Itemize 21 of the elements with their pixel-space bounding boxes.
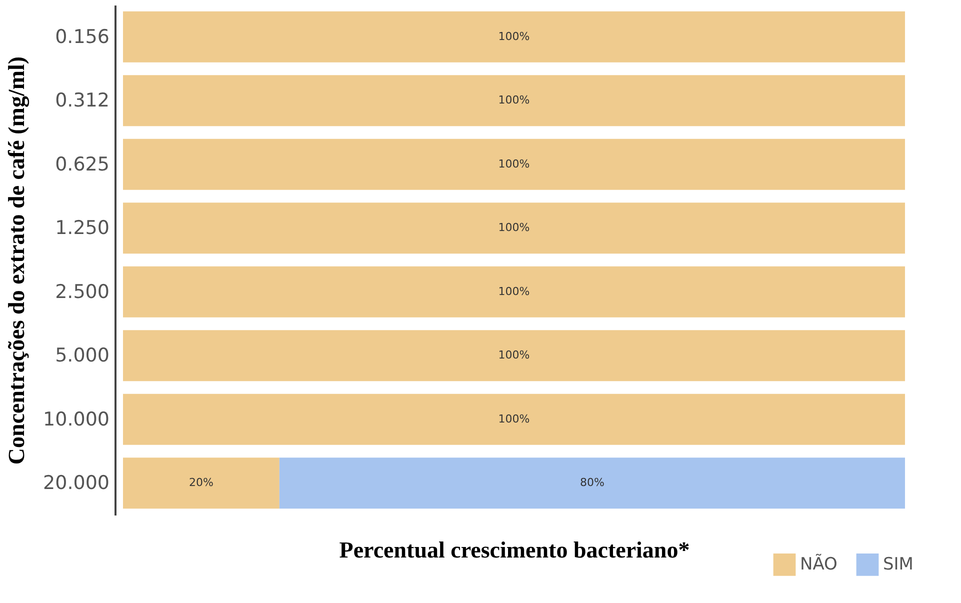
y-tick-label: 0.156	[55, 26, 110, 48]
data-label: 100%	[498, 284, 530, 298]
y-tick-label: 1.250	[55, 217, 110, 240]
y-tick-label: 10.000	[43, 408, 110, 430]
y-tick-label: 0.312	[55, 90, 110, 112]
y-tick-label: 5.000	[55, 344, 110, 367]
data-label: 100%	[498, 157, 530, 170]
data-label: 80%	[580, 476, 604, 490]
legend-label: SIM	[883, 554, 914, 575]
y-tick-label: 2.500	[55, 280, 110, 303]
y-tick-label: 20.000	[43, 472, 110, 494]
data-label: 100%	[498, 348, 530, 362]
data-label: 20%	[188, 476, 214, 490]
data-label: 100%	[498, 412, 530, 426]
legend-label: NÃO	[800, 554, 838, 575]
y-axis-title: Concentrações do extrato de café (mg/ml)	[4, 56, 30, 465]
data-label: 100%	[498, 221, 530, 234]
data-label: 100%	[498, 30, 530, 43]
y-tick-label: 0.625	[55, 153, 110, 176]
x-axis-title: Percentual crescimento bacteriano*	[339, 538, 690, 562]
data-label: 100%	[498, 94, 530, 107]
